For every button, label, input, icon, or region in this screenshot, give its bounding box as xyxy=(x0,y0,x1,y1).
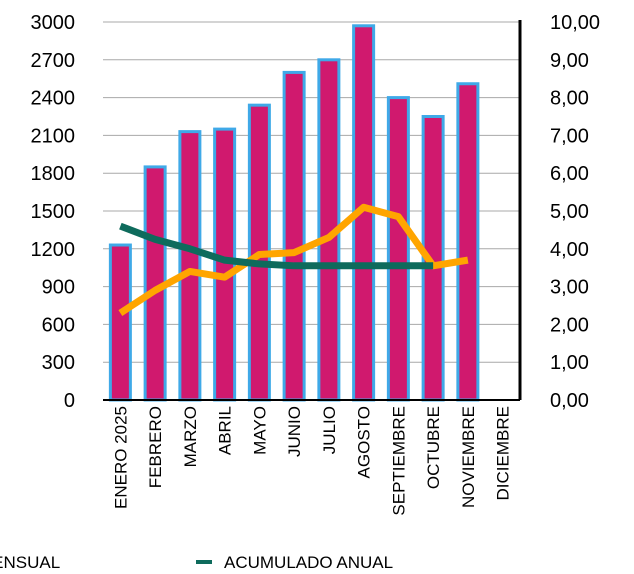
bar-1 xyxy=(108,243,132,402)
chart-legend: MENSUAL ACUMULADO ANUAL xyxy=(0,553,393,572)
right-axis-ticks: 0,00 1,00 2,00 3,00 4,00 5,00 6,00 7,00 8,00 9,00… xyxy=(550,12,600,412)
right-tick-label: 2,00 xyxy=(550,314,589,336)
right-tick-label: 8,00 xyxy=(550,88,589,110)
right-tick-label: 6,00 xyxy=(550,163,589,185)
x-tick-label: FEBRERO xyxy=(146,406,165,488)
x-tick-label: SEPTIEMBRE xyxy=(389,406,408,516)
x-tick-label: JUNIO xyxy=(285,406,304,457)
x-tick-label: MAYO xyxy=(250,406,269,455)
chart-gridlines xyxy=(103,21,520,363)
right-tick-label: 4,00 xyxy=(550,239,589,261)
line-series-1 xyxy=(118,203,469,316)
left-axis-ticks: 0 300 600 900 1200 1500 1800 2100 2400 2700 3000 xyxy=(31,12,76,412)
bar-11 xyxy=(456,82,480,402)
bar-3 xyxy=(178,130,202,402)
x-tick-label: AGOSTO xyxy=(355,406,374,478)
x-axis-ticks: ENERO 2025 FEBRERO MARZO ABRIL MAYO JUNIO JULI… xyxy=(111,406,512,516)
x-tick-label: MARZO xyxy=(181,406,200,467)
right-tick-label: 1,00 xyxy=(550,352,589,374)
left-tick-label: 2400 xyxy=(31,88,76,110)
bar-4 xyxy=(213,127,237,402)
right-tick-label: 7,00 xyxy=(550,125,589,147)
right-tick-label: 5,00 xyxy=(550,201,589,223)
left-tick-label: 1500 xyxy=(31,201,76,223)
left-tick-label: 3000 xyxy=(31,12,76,34)
left-tick-label: 0 xyxy=(64,390,75,412)
left-tick-label: 1200 xyxy=(31,239,76,261)
left-tick-label: 2100 xyxy=(31,125,76,147)
chart-axes xyxy=(103,20,522,401)
x-tick-label: NOVIEMBRE xyxy=(459,406,478,508)
bar-6 xyxy=(282,70,306,402)
right-tick-label: 10,00 xyxy=(550,12,600,34)
x-tick-label: OCTUBRE xyxy=(424,406,443,489)
x-tick-label: ENERO 2025 xyxy=(111,406,130,509)
bar-9 xyxy=(386,96,410,402)
x-tick-label: JULIO xyxy=(320,406,339,454)
x-tick-label: ABRIL xyxy=(216,406,235,455)
left-tick-label: 1800 xyxy=(31,163,76,185)
x-tick-label: DICIEMBRE xyxy=(494,406,513,500)
right-tick-label: 0,00 xyxy=(550,390,589,412)
left-tick-label: 300 xyxy=(42,352,75,374)
line-series-group xyxy=(118,203,469,316)
bar-series xyxy=(108,24,480,402)
right-tick-label: 3,00 xyxy=(550,277,589,299)
left-tick-label: 600 xyxy=(42,314,75,336)
legend-label: MENSUAL xyxy=(0,553,60,572)
left-tick-label: 2700 xyxy=(31,50,76,72)
right-tick-label: 9,00 xyxy=(550,50,589,72)
left-tick-label: 900 xyxy=(42,277,75,299)
legend-label: ACUMULADO ANUAL xyxy=(224,553,393,572)
line-series-2 xyxy=(119,222,434,270)
